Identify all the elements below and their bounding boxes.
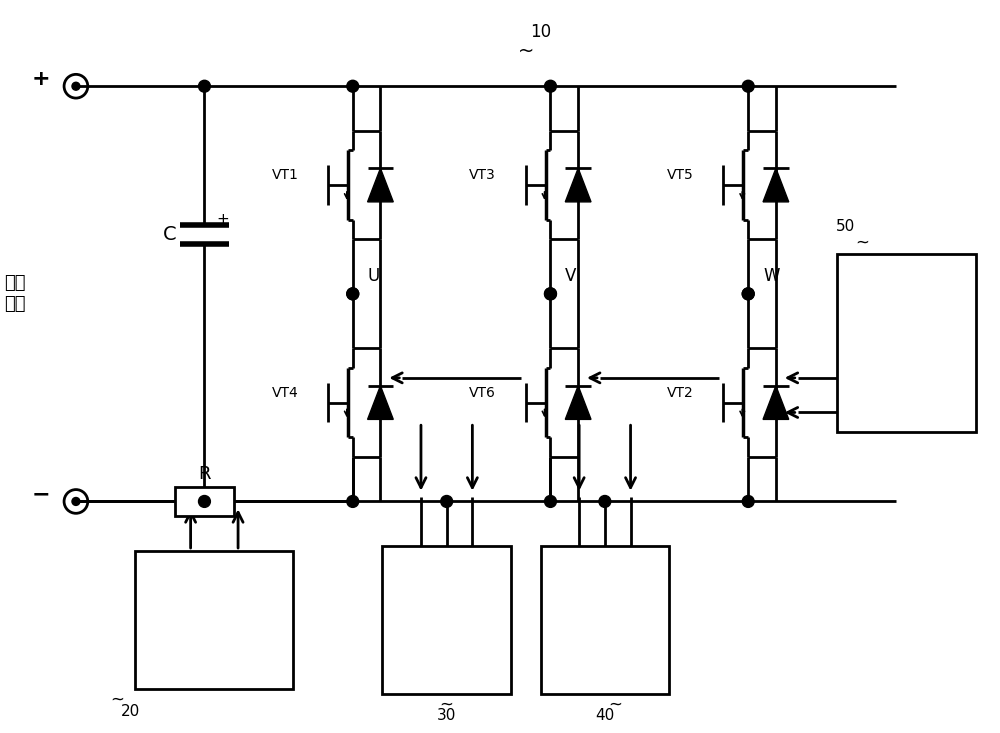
Circle shape bbox=[347, 496, 359, 507]
Bar bbox=[382, 546, 511, 694]
Text: 10: 10 bbox=[530, 23, 551, 41]
Text: C: C bbox=[163, 225, 177, 244]
Text: ~: ~ bbox=[518, 42, 534, 61]
Circle shape bbox=[545, 496, 556, 507]
Text: VT1: VT1 bbox=[272, 168, 298, 183]
Circle shape bbox=[742, 81, 754, 92]
Text: W: W bbox=[763, 267, 780, 285]
Circle shape bbox=[72, 498, 80, 505]
Text: V: V bbox=[565, 267, 577, 285]
Circle shape bbox=[545, 288, 556, 300]
Circle shape bbox=[347, 81, 359, 92]
Text: 电流检测
单元: 电流检测 单元 bbox=[194, 600, 234, 639]
Text: ~: ~ bbox=[608, 695, 622, 713]
Text: VT6: VT6 bbox=[469, 386, 496, 399]
Circle shape bbox=[347, 288, 359, 300]
Circle shape bbox=[545, 288, 556, 300]
Circle shape bbox=[599, 496, 611, 507]
Text: 第三电
压检测
单元: 第三电 压检测 单元 bbox=[891, 314, 921, 373]
Circle shape bbox=[742, 496, 754, 507]
Circle shape bbox=[742, 288, 754, 300]
Circle shape bbox=[742, 288, 754, 300]
Text: 20: 20 bbox=[121, 704, 140, 718]
Text: ~: ~ bbox=[111, 690, 124, 708]
Text: −: − bbox=[32, 485, 51, 504]
Circle shape bbox=[347, 288, 359, 300]
Polygon shape bbox=[368, 386, 393, 419]
Text: 30: 30 bbox=[437, 709, 456, 723]
Text: 50: 50 bbox=[835, 219, 855, 234]
Text: R: R bbox=[198, 465, 211, 483]
Text: 第二电
压检测
单元: 第二电 压检测 单元 bbox=[590, 590, 620, 650]
Circle shape bbox=[199, 496, 210, 507]
Text: VT3: VT3 bbox=[469, 168, 496, 183]
Text: +: + bbox=[216, 212, 229, 227]
Text: U: U bbox=[368, 267, 380, 285]
Text: VT4: VT4 bbox=[272, 386, 298, 399]
Circle shape bbox=[441, 496, 453, 507]
Text: ~: ~ bbox=[855, 233, 869, 251]
Text: +: + bbox=[32, 70, 51, 89]
Text: 第一电
压检测
单元: 第一电 压检测 单元 bbox=[432, 590, 462, 650]
Polygon shape bbox=[565, 386, 591, 419]
Circle shape bbox=[72, 82, 80, 90]
Polygon shape bbox=[763, 386, 789, 419]
Polygon shape bbox=[565, 169, 591, 202]
Text: ~: ~ bbox=[440, 695, 454, 713]
Text: 40: 40 bbox=[595, 709, 614, 723]
Bar bbox=[541, 546, 669, 694]
Bar bbox=[135, 551, 293, 689]
Text: VT5: VT5 bbox=[667, 168, 694, 183]
Text: VT2: VT2 bbox=[667, 386, 694, 399]
Polygon shape bbox=[763, 169, 789, 202]
Text: 直流
母线: 直流 母线 bbox=[4, 274, 25, 313]
Circle shape bbox=[545, 81, 556, 92]
Circle shape bbox=[199, 81, 210, 92]
Polygon shape bbox=[368, 169, 393, 202]
Bar bbox=[175, 487, 234, 516]
Bar bbox=[837, 254, 976, 432]
